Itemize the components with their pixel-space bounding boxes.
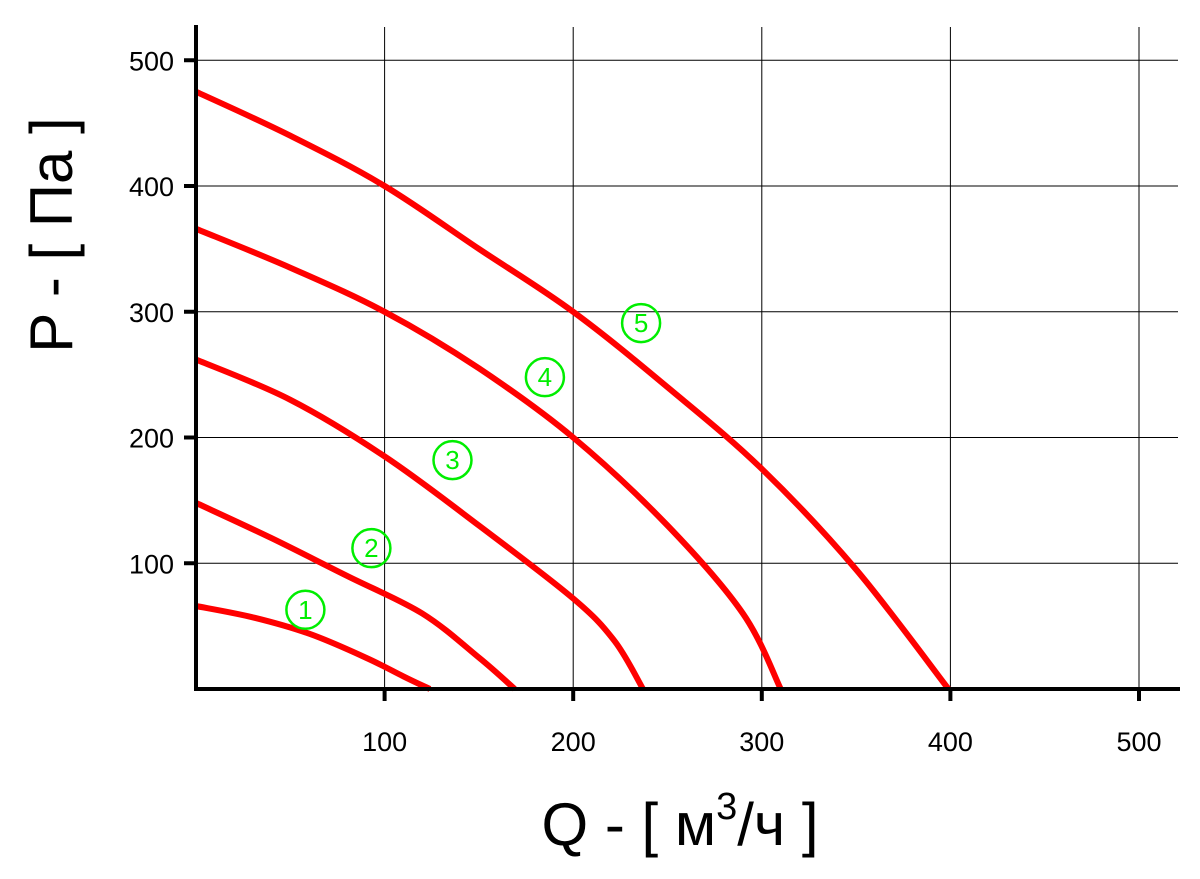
fan-curves — [194, 88, 951, 692]
y-tick-label: 200 — [129, 424, 174, 454]
x-tick-label: 300 — [739, 727, 784, 757]
badge-number: 1 — [298, 595, 312, 625]
badge-number: 3 — [445, 445, 459, 475]
badge-number: 4 — [538, 362, 552, 392]
curve-label-5: 5 — [620, 302, 662, 344]
curve-1 — [195, 603, 432, 692]
badge-circle — [620, 302, 662, 344]
curve-label-2: 2 — [351, 527, 392, 569]
curve-4 — [194, 226, 784, 691]
x-axis-title: Q - [ м3/ч ] — [541, 786, 818, 858]
badge-number: 5 — [634, 308, 648, 338]
badge-circle — [524, 356, 566, 398]
curve-label-3: 3 — [432, 439, 473, 481]
x-axis-title-superscript: 3 — [716, 786, 737, 828]
y-tick-label: 100 — [129, 549, 174, 579]
axis-ticks: 100 200 300 400 500 100 200 300 400 500 — [129, 46, 1162, 757]
grid-lines — [196, 27, 1178, 689]
curve-2 — [194, 500, 517, 692]
badge-circle — [432, 439, 473, 481]
x-axis-title-tail: /ч ] — [737, 791, 818, 858]
badge-circle — [351, 527, 392, 569]
x-tick-label: 200 — [551, 727, 596, 757]
curve-5 — [194, 88, 951, 691]
y-tick-label: 400 — [129, 172, 174, 202]
curve-label-4: 4 — [524, 356, 566, 398]
axes — [194, 25, 1180, 691]
badge-number: 2 — [364, 533, 378, 563]
y-axis-title: P - [ Па ] — [18, 117, 85, 352]
x-tick-label: 400 — [928, 727, 973, 757]
badge-circle — [285, 589, 326, 631]
y-tick-label: 300 — [129, 298, 174, 328]
x-tick-label: 100 — [362, 727, 407, 757]
curve-badges: 1 2 3 4 5 — [285, 302, 662, 631]
curve-3 — [194, 356, 646, 691]
x-tick-label: 500 — [1116, 727, 1161, 757]
y-tick-label: 500 — [129, 46, 174, 76]
x-axis-title-main: Q - [ м — [541, 791, 716, 858]
curve-label-1: 1 — [285, 589, 326, 631]
